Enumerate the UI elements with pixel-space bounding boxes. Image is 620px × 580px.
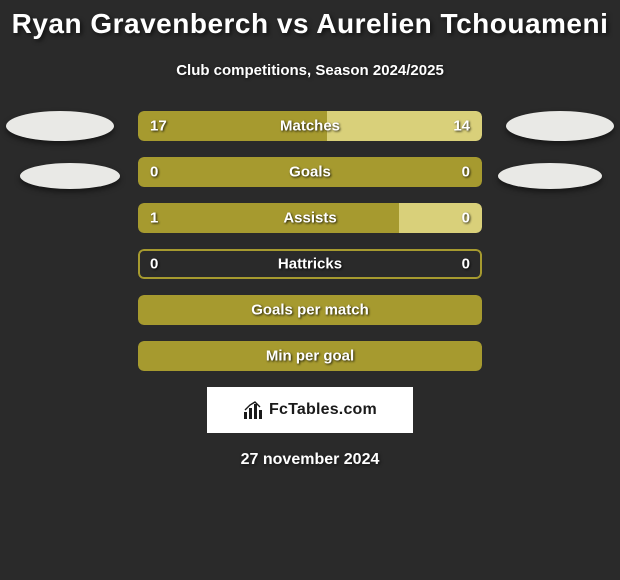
stat-fill-right [327,111,482,141]
stat-fill-right [399,203,482,233]
stat-fill-left [138,203,399,233]
source-logo-box: FcTables.com [207,387,413,433]
stat-row: Hattricks00 [138,249,482,279]
stat-fill-left [138,111,327,141]
comparison-title: Ryan Gravenberch vs Aurelien Tchouameni [0,0,620,40]
stat-row: Assists10 [138,203,482,233]
bar-chart-icon [243,400,263,420]
stat-fill-left [138,295,482,325]
stat-row: Matches1714 [138,111,482,141]
player-right-oval-2 [498,163,602,189]
stat-row-border [138,249,482,279]
source-logo-text: FcTables.com [269,401,377,419]
player-left-oval-2 [20,163,120,189]
stat-row: Min per goal [138,341,482,371]
snapshot-date: 27 november 2024 [0,451,620,469]
comparison-subtitle: Club competitions, Season 2024/2025 [0,62,620,79]
player-left-oval-1 [6,111,114,141]
player-right-oval-1 [506,111,614,141]
stat-fill-left [138,157,482,187]
stat-row: Goals per match [138,295,482,325]
stat-rows: Matches1714 Goals00 Assists10 Hattricks00 Go… [138,111,482,371]
stat-row: Goals00 [138,157,482,187]
chart-area: Matches1714 Goals00 Assists10 Hattricks00 Go… [0,111,620,371]
stat-fill-left [138,341,482,371]
